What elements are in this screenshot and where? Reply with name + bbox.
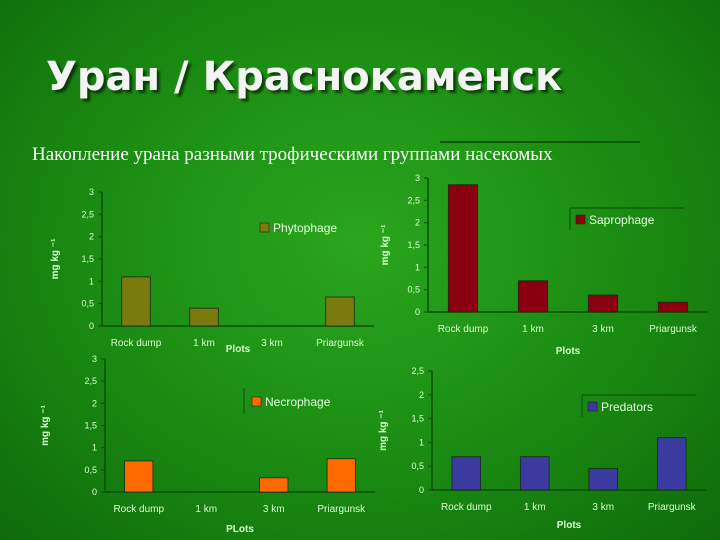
x-tick-label: 1 km bbox=[193, 338, 215, 349]
y-tick-label: 2,5 bbox=[407, 195, 420, 205]
x-tick-label: Rock dump bbox=[113, 504, 164, 515]
y-tick-label: 2 bbox=[92, 398, 97, 408]
x-tick-label: Priargunsk bbox=[317, 504, 366, 515]
chart-saprophage: 0 0,5 1 1,5 2 2,5 3 Rock dump 1 km 3 km Priargunsk… bbox=[380, 173, 708, 357]
bar bbox=[588, 468, 619, 491]
legend-label: Saprophage bbox=[589, 213, 655, 227]
x-axis-title: Plots bbox=[556, 346, 581, 357]
y-tick-label: 1,5 bbox=[81, 254, 94, 264]
x-tick-label: 1 km bbox=[522, 324, 544, 335]
x-tick-label: 3 km bbox=[592, 324, 614, 335]
y-tick-label: 0 bbox=[419, 485, 424, 495]
y-tick-label: 1,5 bbox=[407, 240, 420, 250]
legend-label: Necrophage bbox=[265, 395, 331, 409]
bar bbox=[657, 301, 689, 313]
y-tick-label: 0 bbox=[415, 307, 420, 317]
legend-swatch bbox=[575, 214, 586, 225]
y-tick-label: 1 bbox=[415, 262, 420, 272]
y-tick-label: 2 bbox=[419, 390, 424, 400]
y-tick-label: 0,5 bbox=[81, 299, 94, 309]
x-tick-label: Rock dump bbox=[438, 324, 489, 335]
y-tick-label: 1 bbox=[419, 437, 424, 447]
x-axis-title: Plots bbox=[557, 520, 582, 531]
y-axis-title: mg kg ⁻¹ bbox=[378, 409, 389, 451]
bar bbox=[259, 477, 289, 493]
bar bbox=[326, 458, 356, 493]
x-tick-label: 1 km bbox=[195, 504, 217, 515]
bar bbox=[519, 456, 550, 491]
y-tick-label: 0,5 bbox=[411, 461, 424, 471]
chart-necrophage: 0 0,5 1 1,5 2 2,5 3 Rock dump 1 km 3 km Priargunsk… bbox=[40, 354, 375, 535]
x-tick-label: Rock dump bbox=[111, 338, 162, 349]
y-tick-label: 0 bbox=[92, 487, 97, 497]
y-tick-label: 2 bbox=[89, 232, 94, 242]
x-axis-title: Plots bbox=[226, 344, 251, 355]
y-tick-label: 3 bbox=[415, 173, 420, 183]
y-tick-label: 1,5 bbox=[411, 414, 424, 424]
legend-label: Phytophage bbox=[273, 221, 337, 235]
x-tick-label: 1 km bbox=[524, 502, 546, 513]
y-tick-label: 0 bbox=[89, 321, 94, 331]
x-tick-label: 3 km bbox=[261, 338, 283, 349]
legend-swatch bbox=[251, 396, 262, 407]
legend-swatch bbox=[259, 222, 270, 233]
page-subtitle: Накопление урана разными трофическими гр… bbox=[32, 144, 553, 165]
y-tick-label: 1 bbox=[89, 276, 94, 286]
bar bbox=[325, 296, 355, 327]
y-tick-label: 3 bbox=[92, 354, 97, 364]
y-tick-label: 2 bbox=[415, 218, 420, 228]
bar bbox=[587, 294, 619, 313]
bar bbox=[517, 280, 549, 313]
bar bbox=[124, 460, 154, 493]
y-tick-label: 1 bbox=[92, 443, 97, 453]
y-axis-title: mg kg ⁻¹ bbox=[380, 224, 391, 266]
legend-label: Predators bbox=[601, 400, 653, 414]
x-tick-label: Rock dump bbox=[441, 502, 492, 513]
chart-predators: 0 0,5 1 1,5 2 2,5 Rock dump 1 km 3 km Priargunsk P… bbox=[378, 366, 706, 531]
y-tick-label: 2,5 bbox=[81, 209, 94, 219]
page-title: Уран / Краснокаменск bbox=[46, 54, 563, 100]
legend-swatch bbox=[587, 401, 598, 412]
y-tick-label: 3 bbox=[89, 187, 94, 197]
chart-phytophage: 0 0,5 1 1,5 2 2,5 3 Rock dump 1 km 3 km Priargunsk… bbox=[50, 187, 374, 355]
x-tick-label: Priargunsk bbox=[316, 338, 365, 349]
y-tick-label: 2,5 bbox=[411, 366, 424, 376]
y-tick-label: 2,5 bbox=[84, 376, 97, 386]
bar bbox=[451, 456, 482, 491]
bar bbox=[121, 276, 151, 327]
x-tick-label: Priargunsk bbox=[648, 502, 697, 513]
bar bbox=[189, 307, 219, 327]
y-tick-label: 0,5 bbox=[84, 465, 97, 475]
y-tick-label: 1,5 bbox=[84, 421, 97, 431]
divider-line bbox=[440, 141, 640, 143]
bar bbox=[656, 437, 687, 491]
x-tick-label: Priargunsk bbox=[649, 324, 698, 335]
x-tick-label: 3 km bbox=[592, 502, 614, 513]
y-tick-label: 0,5 bbox=[407, 285, 420, 295]
y-axis-title: mg kg ⁻¹ bbox=[50, 238, 61, 280]
x-tick-label: 3 km bbox=[263, 504, 285, 515]
y-axis-title: mg kg ⁻¹ bbox=[40, 404, 51, 446]
bar bbox=[447, 184, 479, 313]
x-axis-title: PLots bbox=[226, 524, 254, 535]
